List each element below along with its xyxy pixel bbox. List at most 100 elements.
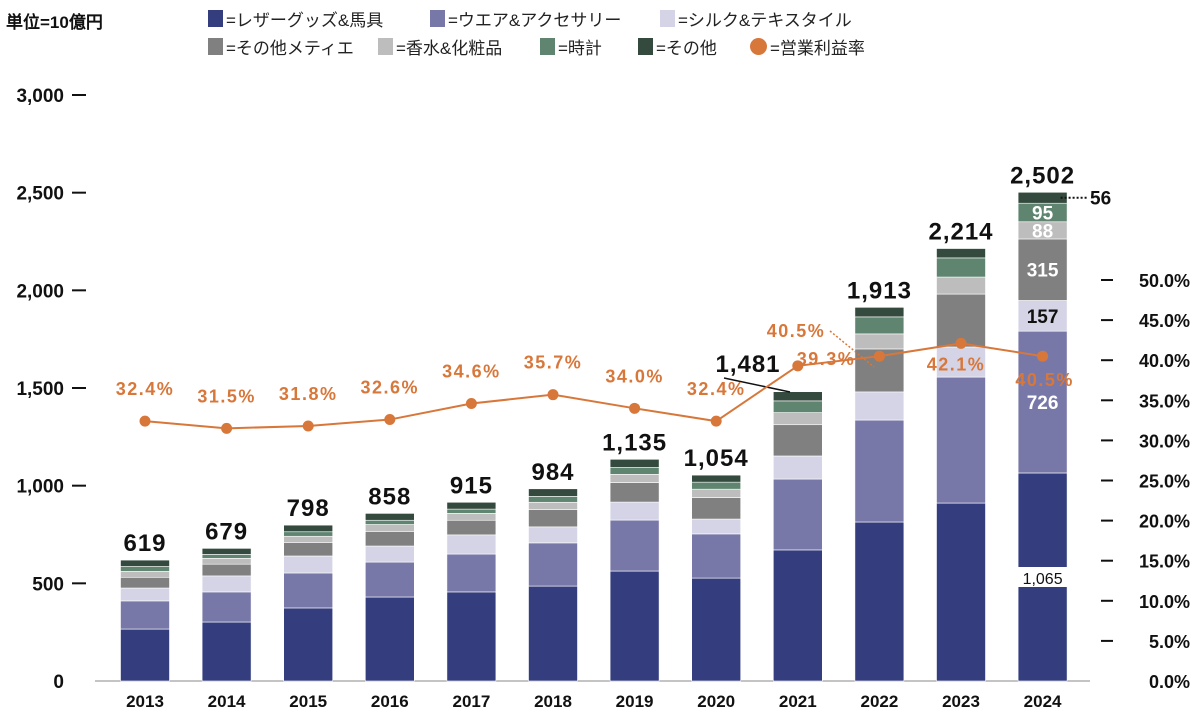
bar-segment-other-2014: [201, 548, 252, 555]
y-right-tick-label: 50.0%: [1139, 271, 1190, 291]
bar-segment-other-2022: [854, 307, 905, 318]
x-tick-label: 2013: [126, 692, 164, 711]
bar-segment-silk-2016: [364, 545, 415, 563]
y-right-tick-label: 45.0%: [1139, 311, 1190, 331]
y-left-tick-label: 0: [53, 672, 64, 693]
bar-segment-perfume-2017: [446, 513, 497, 521]
operating-margin-point: [1037, 350, 1049, 362]
segment-label-leather: 1,065: [1023, 571, 1063, 588]
legend-item-leather: =レザーグッズ&馬具: [208, 6, 383, 31]
x-tick-label: 2023: [942, 692, 980, 711]
bar-segment-watches-2017: [446, 508, 497, 514]
legend-swatch: [378, 38, 393, 55]
y-left-tick-label: 500: [32, 574, 64, 595]
y-left-tick-label: 1,500: [16, 379, 64, 400]
bar-segment-metier-2016: [364, 531, 415, 547]
bar-segment-leather-2018: [528, 585, 578, 682]
y-right-tick-label: 10.0%: [1139, 592, 1190, 612]
bar-segment-watches-2019: [609, 467, 660, 475]
legend-label: =レザーグッズ&馬具: [226, 11, 384, 30]
bar-segment-silk-2022: [854, 391, 905, 421]
operating-margin-point: [384, 414, 396, 426]
legend-item-margin: =営業利益率: [750, 34, 865, 59]
legend-label: =時計: [558, 39, 602, 58]
bar-segment-other-2016: [364, 513, 415, 521]
y-right-tick-label: 35.0%: [1139, 391, 1190, 411]
bar-total-label: 619: [123, 530, 166, 557]
bar-segment-silk-2019: [609, 501, 660, 521]
bar-segment-silk-2020: [691, 518, 742, 535]
bar-segment-wear-2020: [691, 533, 742, 579]
operating-margin-point: [221, 422, 233, 434]
segment-label-bg: [1016, 567, 1069, 587]
bar-segment-other-2017: [446, 501, 497, 510]
leader-line-2022-margin: [829, 330, 875, 368]
callout-line-2021: [723, 377, 791, 393]
legend-label: =その他メティエ: [226, 39, 354, 58]
bar-total-label: 2,214: [928, 219, 993, 246]
bar-segment-silk-2021: [772, 455, 823, 480]
bar-total-label: 1,054: [684, 445, 749, 472]
bar-segment-wear-2014: [201, 591, 252, 623]
bar-segment-watches-2016: [364, 519, 415, 525]
operating-margin-point: [302, 420, 314, 432]
operating-margin-label: 31.8%: [279, 384, 338, 404]
x-tick-label: 2016: [371, 692, 409, 711]
operating-margin-point: [547, 389, 559, 401]
bar-segment-perfume-2021: [772, 412, 823, 426]
bar-segment-metier-2018: [528, 509, 578, 528]
bar-segment-metier-2020: [691, 497, 742, 520]
bar-segment-metier-2019: [609, 482, 660, 503]
bar-total-label: 679: [205, 518, 248, 545]
bar-segment-watches-2015: [283, 531, 334, 537]
bar-segment-perfume-2014: [201, 558, 252, 565]
legend-item-other: =その他: [638, 34, 717, 59]
operating-margin-point: [792, 360, 804, 372]
bar-segment-metier-2024: [1017, 238, 1068, 301]
operating-margin-line: [144, 342, 1043, 430]
x-tick-label: 2021: [779, 692, 817, 711]
legend-item-watches: =時計: [540, 34, 602, 59]
legend-swatch: [540, 38, 555, 55]
bar-segment-silk-2014: [201, 575, 252, 593]
bar-segment-watches-2020: [691, 481, 742, 490]
legend-item-metier: =その他メティエ: [208, 34, 354, 59]
bar-segment-watches-2018: [528, 496, 578, 503]
operating-margin-label: 39.3%: [797, 349, 856, 369]
legend-label: =ウエア&アクセサリー: [448, 11, 622, 30]
bar-segment-leather-2020: [691, 577, 742, 682]
x-tick-label: 2014: [208, 692, 246, 711]
bar-segment-other-2020: [691, 474, 742, 483]
bar-total-label: 984: [531, 459, 574, 486]
bar-segment-wear-2023: [936, 376, 986, 504]
operating-margin-label: 35.7%: [524, 353, 583, 373]
y-left-tick-label: 3,000: [16, 86, 64, 107]
x-tick-label: 2018: [534, 692, 572, 711]
legend-label: =その他: [656, 39, 717, 58]
bar-segment-silk-2024: [1017, 300, 1068, 332]
operating-margin-point: [139, 415, 151, 427]
bar-segment-leather-2015: [283, 607, 334, 682]
y-left-tick-label: 2,500: [16, 184, 64, 205]
operating-margin-point: [465, 398, 477, 410]
bar-segment-silk-2015: [283, 555, 334, 574]
bar-segment-perfume-2019: [609, 474, 660, 483]
x-tick-label: 2020: [697, 692, 735, 711]
bar-segment-wear-2018: [528, 542, 578, 587]
legend-swatch: [638, 38, 653, 55]
legend-swatch: [208, 10, 223, 27]
segment-label-other: 56: [1090, 189, 1111, 210]
operating-margin-point: [955, 337, 967, 349]
operating-margin-label: 32.4%: [116, 379, 175, 399]
y-right-tick-label: 40.0%: [1139, 351, 1190, 371]
bar-segment-perfume-2018: [528, 501, 578, 510]
bar-segment-metier-2015: [283, 542, 334, 557]
bar-total-label: 1,913: [847, 277, 912, 304]
x-tick-label: 2024: [1024, 692, 1062, 711]
legend-item-perfume: =香水&化粧品: [378, 34, 502, 59]
legend-item-silk: =シルク&テキスタイル: [660, 6, 852, 31]
x-tick-label: 2022: [860, 692, 898, 711]
legend-item-wear: =ウエア&アクセサリー: [430, 6, 621, 31]
segment-label-watches: 95: [1032, 203, 1054, 224]
